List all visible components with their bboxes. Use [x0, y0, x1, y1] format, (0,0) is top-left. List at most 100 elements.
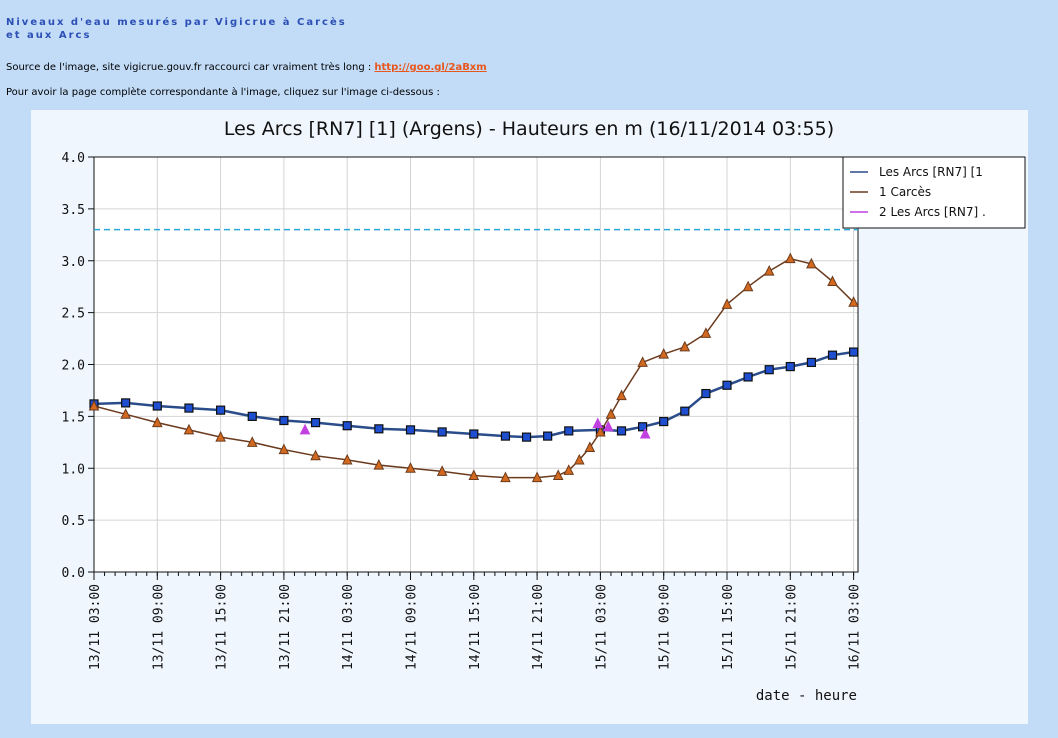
series-2-point	[721, 298, 733, 309]
y-tick-label: 4.0	[62, 151, 85, 166]
series-1-point	[521, 432, 532, 442]
series-1-point	[659, 416, 669, 427]
series-2-point	[405, 462, 416, 473]
series-1-point	[405, 425, 416, 435]
y-tick-label: 1.5	[62, 410, 85, 425]
series-2-point	[637, 356, 648, 367]
series-1-point	[247, 411, 257, 421]
series-1-point	[638, 422, 648, 432]
series-2-point	[573, 453, 585, 465]
series-1-point	[701, 388, 711, 399]
x-tick-label: 14/11 15:00	[468, 584, 483, 670]
series-2-point	[616, 389, 627, 401]
series-2-point	[500, 471, 511, 483]
series-3-point	[592, 417, 604, 429]
series-2-point	[827, 275, 838, 286]
x-tick-label: 13/11 21:00	[278, 584, 293, 670]
page-heading: Niveaux d'eau mesurés par Vigicrue à Car…	[6, 17, 347, 41]
series-1-point	[564, 426, 574, 436]
legend-label: 1 Carcès	[879, 185, 931, 199]
series-2-point	[700, 327, 712, 338]
legend-label: 2 Les Arcs [RN7] .	[879, 205, 986, 219]
series-2-point	[246, 436, 258, 447]
x-tick-label: 15/11 09:00	[658, 584, 673, 670]
series-2-point	[563, 464, 575, 475]
series-1-point	[310, 418, 321, 428]
x-tick-label: 13/11 03:00	[88, 584, 103, 670]
series-1-point	[616, 426, 627, 436]
series-2-point	[215, 431, 226, 442]
series-2-point	[679, 340, 691, 352]
series-1-point	[152, 401, 162, 411]
source-text: Source de l'image, site vigicrue.gouv.fr…	[6, 62, 375, 73]
series-1-point	[121, 398, 131, 408]
series-2-point	[658, 348, 670, 359]
series-2-point	[88, 399, 100, 411]
source-link[interactable]: http://goo.gl/2aBxm	[374, 62, 487, 73]
series-2-point	[595, 425, 606, 437]
series-2-point	[584, 441, 596, 452]
y-tick-label: 2.5	[62, 307, 85, 322]
y-tick-label: 3.0	[62, 255, 85, 270]
series-2-point	[373, 459, 385, 470]
series-1-point	[827, 350, 838, 360]
series-1-point	[743, 372, 753, 382]
y-tick-label: 3.5	[62, 203, 85, 218]
x-tick-label: 13/11 09:00	[151, 584, 166, 670]
chart-image-link[interactable]: Les Arcs [RN7] [1] (Argens) - Hauteurs e…	[31, 110, 1028, 724]
x-tick-label: 15/11 15:00	[721, 584, 736, 670]
series-1-point	[469, 429, 479, 439]
series-2-point	[151, 416, 163, 428]
series-3-point	[639, 427, 651, 439]
chart-title: Les Arcs [RN7] [1] (Argens) - Hauteurs e…	[224, 118, 834, 140]
series-2-point	[552, 469, 564, 481]
series-2-point	[183, 423, 195, 435]
series-2-point	[605, 408, 617, 419]
hydrograph-chart: Les Arcs [RN7] [1] (Argens) - Hauteurs e…	[62, 118, 1026, 704]
y-tick-label: 1.0	[62, 462, 85, 477]
series-2-point	[120, 408, 131, 419]
plot-frame	[93, 156, 859, 573]
x-tick-label: 15/11 21:00	[784, 584, 799, 670]
series-1-point	[279, 415, 289, 426]
series-3-point	[299, 423, 311, 435]
x-tick-label: 14/11 21:00	[531, 584, 546, 670]
x-tick-label: 14/11 09:00	[405, 584, 420, 670]
series-2-point	[436, 465, 448, 476]
axes: 0.0 0.5 1.0 1.5 2.0 2.5 3.0 3.5 4.0 13/11 03:00 13…	[62, 151, 863, 670]
y-tick-label: 0.0	[62, 566, 85, 581]
series-1-point	[764, 365, 774, 375]
series-2-point	[784, 252, 796, 264]
series-1-point	[342, 421, 352, 431]
series-1-point	[374, 424, 384, 434]
series-2-point	[468, 469, 480, 481]
series-1-point	[543, 431, 553, 441]
legend-label: Les Arcs [RN7] [1	[879, 165, 983, 179]
series-3-point	[603, 420, 614, 432]
x-tick-label: 13/11 15:00	[215, 584, 230, 670]
series-1-point	[184, 403, 194, 413]
x-tick-label: 15/11 03:00	[594, 584, 609, 670]
series-1-point	[722, 380, 732, 390]
series-2-point	[310, 449, 321, 461]
series-1-point	[785, 361, 795, 372]
hint-text: Pour avoir la page complète correspondan…	[6, 87, 440, 98]
x-tick-label: 16/11 03:00	[848, 584, 863, 670]
legend-box	[842, 156, 1026, 229]
legend: Les Arcs [RN7] [1 1 Carcès 2 Les Arcs [RN7…	[842, 156, 1026, 229]
y-tick-label: 0.5	[62, 514, 85, 529]
series-2-point	[806, 257, 817, 269]
series-1-point	[849, 347, 859, 357]
series-1-point	[216, 405, 226, 415]
series-1-point	[500, 431, 511, 441]
source-line: Source de l'image, site vigicrue.gouv.fr…	[6, 62, 487, 73]
series-2-point	[848, 296, 859, 307]
series-1-point	[437, 427, 447, 437]
x-tick-label: 14/11 03:00	[341, 584, 356, 670]
series-2-point	[531, 471, 543, 483]
series-2-point	[763, 265, 775, 276]
grid	[93, 156, 858, 573]
y-tick-label: 2.0	[62, 359, 85, 374]
series-1-point	[806, 357, 817, 368]
x-axis-label: date - heure	[756, 688, 857, 704]
